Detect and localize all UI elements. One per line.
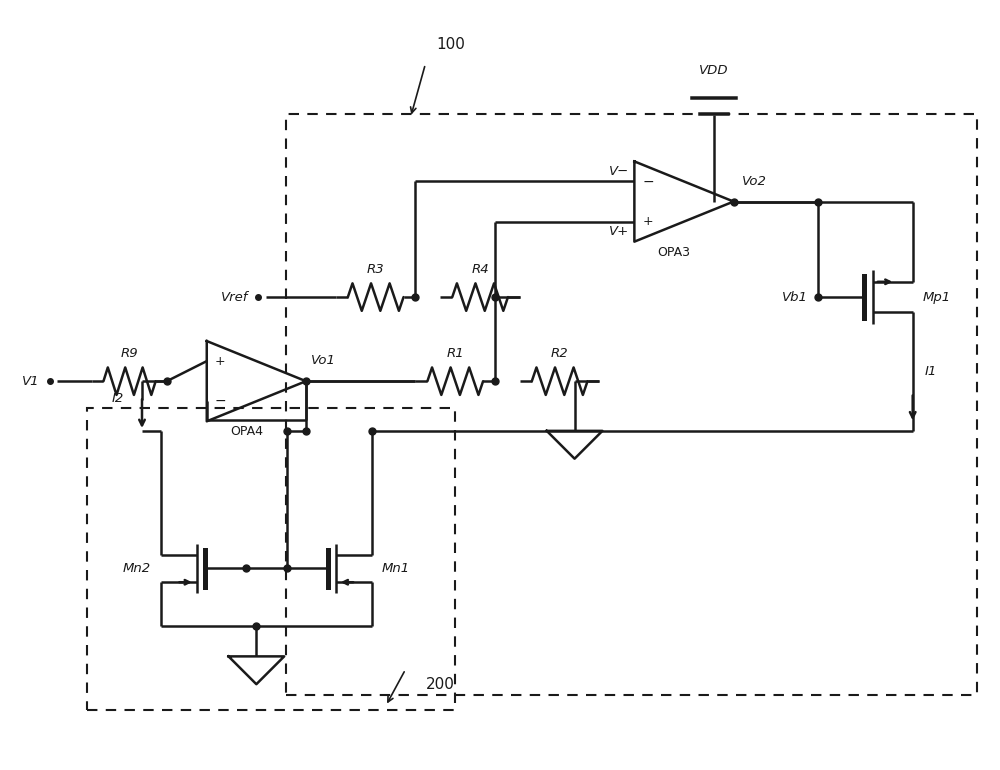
Text: OPA3: OPA3	[658, 246, 691, 259]
Text: R2: R2	[551, 346, 568, 360]
Text: Vo2: Vo2	[742, 175, 766, 188]
Text: +: +	[642, 215, 653, 228]
Text: V+: V+	[609, 226, 629, 239]
Text: R3: R3	[367, 263, 385, 276]
Text: Mp1: Mp1	[923, 290, 951, 303]
Text: +: +	[215, 355, 225, 367]
Text: Mn1: Mn1	[382, 562, 410, 575]
Text: V1: V1	[22, 375, 40, 387]
Text: R9: R9	[121, 346, 138, 360]
Text: R1: R1	[446, 346, 464, 360]
Text: R4: R4	[471, 263, 489, 276]
Text: Mn2: Mn2	[123, 562, 151, 575]
Text: −: −	[642, 175, 654, 189]
Text: −: −	[215, 394, 226, 408]
Text: I1: I1	[925, 365, 937, 378]
Text: 100: 100	[436, 37, 465, 52]
Text: Vb1: Vb1	[782, 290, 808, 303]
Text: V−: V−	[609, 165, 629, 178]
Text: Vref: Vref	[221, 290, 248, 303]
Text: I2: I2	[112, 392, 124, 405]
Text: OPA4: OPA4	[230, 425, 263, 438]
Text: 200: 200	[425, 677, 454, 692]
Text: VDD: VDD	[699, 64, 729, 77]
Text: Vo1: Vo1	[311, 354, 336, 367]
